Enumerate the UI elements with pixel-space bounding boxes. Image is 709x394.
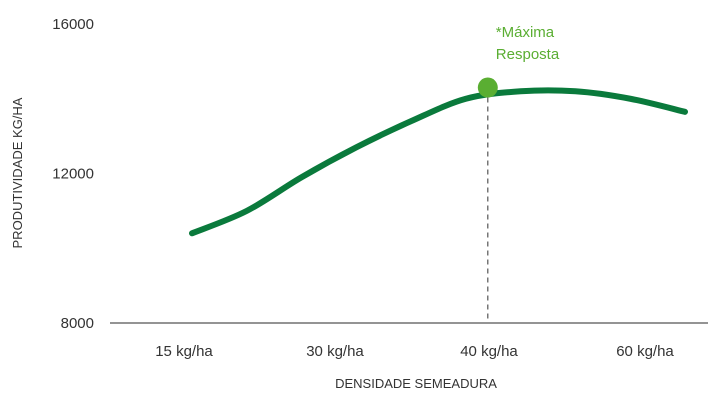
productivity-curve xyxy=(189,87,688,237)
x-tick-label: 30 kg/ha xyxy=(306,343,364,360)
y-tick-label: 12000 xyxy=(52,166,94,183)
x-axis-label: DENSIDADE SEMEADURA xyxy=(335,376,497,391)
x-tick-label: 15 kg/ha xyxy=(155,343,213,360)
x-axis-ticks: 15 kg/ha 30 kg/ha 40 kg/ha 60 kg/ha xyxy=(155,343,674,360)
y-axis-ticks: 16000 12000 8000 xyxy=(52,16,94,332)
x-tick-label: 60 kg/ha xyxy=(616,343,674,360)
max-response-point xyxy=(477,77,498,98)
y-tick-label: 8000 xyxy=(61,315,94,332)
y-tick-label: 16000 xyxy=(52,16,94,33)
y-axis-label: PRODUTIVIDADE KG/HA xyxy=(10,97,25,248)
max-response-label-line2: Resposta xyxy=(496,46,560,63)
x-tick-label: 40 kg/ha xyxy=(460,343,518,360)
max-response-label-line1: *Máxima xyxy=(496,24,555,41)
